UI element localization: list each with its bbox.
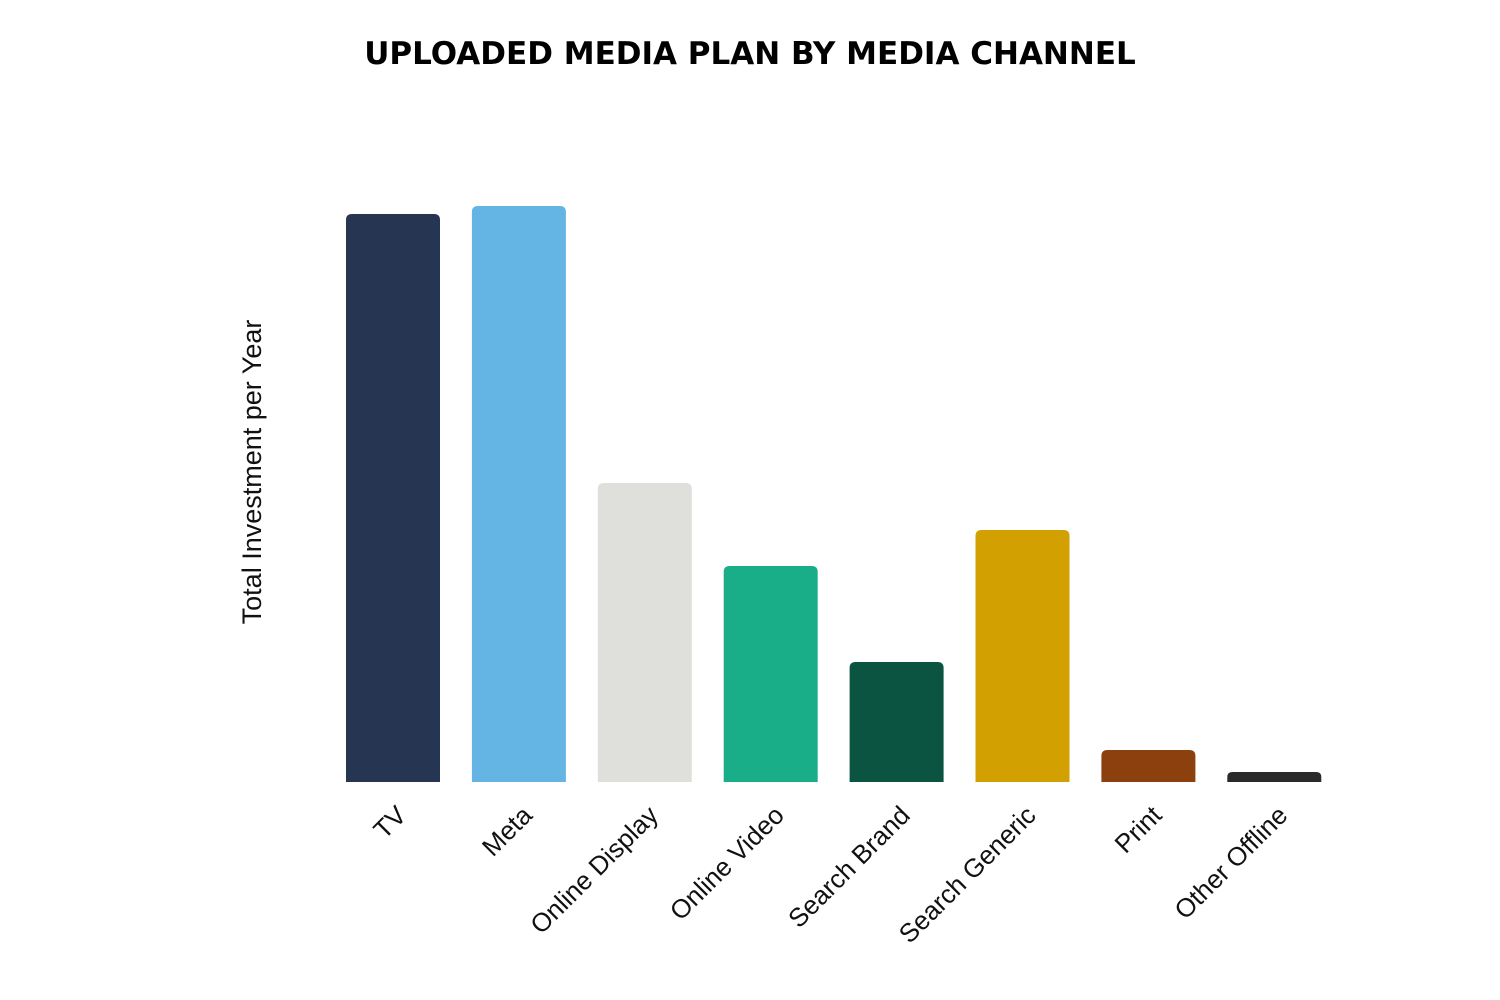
x-tick-label-search-brand: Search Brand: [782, 800, 916, 934]
bar-print: [1101, 750, 1196, 782]
x-tick-label-other-offline: Other Offline: [1168, 800, 1293, 925]
x-tick-label-online-video: Online Video: [664, 800, 790, 926]
y-axis-label: Total Investment per Year: [237, 320, 267, 625]
bar-other-offline: [1227, 772, 1322, 782]
bar-search-brand: [849, 662, 944, 782]
chart-title: UPLOADED MEDIA PLAN BY MEDIA CHANNEL: [364, 36, 1136, 72]
bar-online-video: [723, 566, 818, 782]
x-tick-label-print: Print: [1108, 799, 1168, 859]
bar-tv: [346, 214, 440, 782]
bars-group: [346, 206, 1322, 782]
bar-meta: [471, 206, 566, 782]
bar-online-display: [597, 483, 692, 782]
bar-search-generic: [975, 530, 1070, 782]
x-tick-label-online-display: Online Display: [524, 800, 664, 940]
x-tick-label-search-generic: Search Generic: [893, 800, 1042, 949]
x-tick-label-meta: Meta: [476, 800, 538, 862]
x-tick-label-tv: TV: [367, 799, 412, 844]
